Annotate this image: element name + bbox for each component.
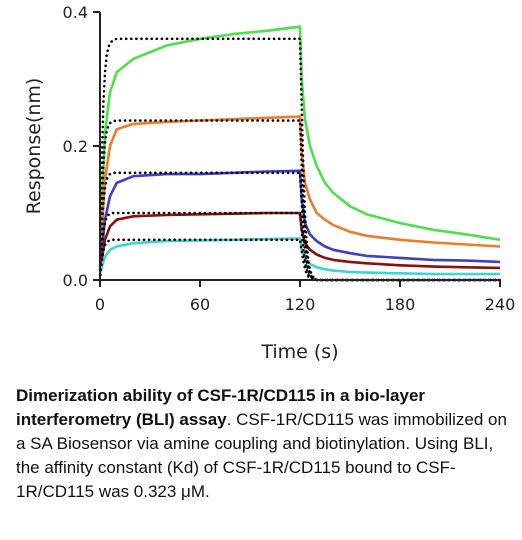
- caption-body: . CSF-1R/CD115 was immobilized on a SA B…: [16, 410, 507, 501]
- bli-chart: 0 60 120 180 240 0.0 0.2 0.4 Time (s) Response(…: [23, 3, 516, 363]
- y-axis-title: Response(nm): [23, 78, 45, 215]
- response-line-4: [98, 237, 500, 276]
- y-tick-label: 0.0: [63, 271, 88, 290]
- fit-line-9: [98, 238, 502, 282]
- x-tick-label: 180: [385, 295, 416, 314]
- fit-line-6: [98, 119, 502, 282]
- x-tick-label: 0: [95, 295, 105, 314]
- fit-line-5: [98, 37, 502, 282]
- ticks-layer: 0 60 120 180 240 0.0 0.2 0.4: [63, 3, 516, 314]
- x-tick-label: 120: [285, 295, 316, 314]
- response-line-0: [98, 25, 501, 247]
- figure-caption: Dimerization ability of CSF-1R/CD115 in …: [16, 384, 516, 504]
- caption-title: Dimerization ability of CSF-1R/CD115 in …: [16, 386, 426, 429]
- response-line-1: [98, 115, 501, 260]
- x-tick-label: 240: [485, 295, 516, 314]
- y-tick-label: 0.4: [63, 3, 88, 22]
- series-layer: [98, 25, 502, 282]
- x-axis-title: Time (s): [260, 341, 338, 363]
- y-tick-label: 0.2: [63, 137, 88, 156]
- x-tick-label: 60: [190, 295, 210, 314]
